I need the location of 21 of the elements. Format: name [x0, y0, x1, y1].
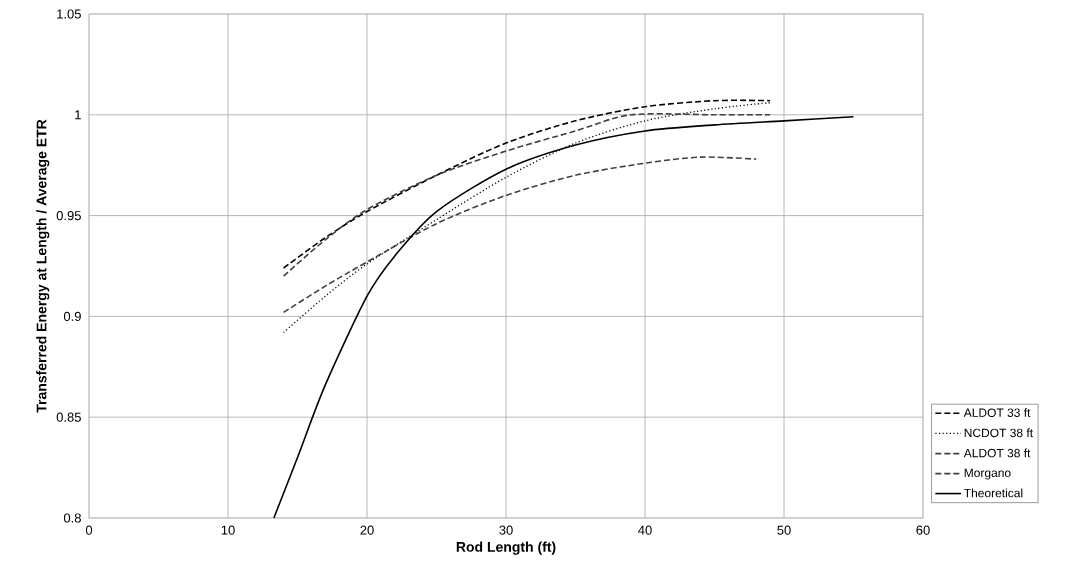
y-tick-label: 1.05 — [57, 9, 81, 19]
x-tick-label: 30 — [499, 525, 513, 535]
legend-label: NCDOT 38 ft — [964, 428, 1033, 438]
x-tick-label: 10 — [221, 525, 235, 535]
x-tick-label: 0 — [85, 525, 93, 535]
y-tick-label: 0.95 — [56, 210, 81, 221]
x-tick-label: 60 — [916, 525, 930, 535]
y-tick-label: 0.85 — [56, 412, 81, 422]
x-tick-label: 50 — [777, 525, 791, 535]
x-axis-title: Rod Length (ft) — [456, 541, 556, 555]
y-tick-label: 0.9 — [63, 311, 81, 321]
legend-label: ALDOT 38 ft — [963, 448, 1031, 458]
y-axis-title: Transferred Energy at Length / Average ETR — [36, 119, 50, 413]
legend-label: ALDOT 33 ft — [963, 408, 1031, 417]
x-tick-label: 40 — [638, 525, 652, 535]
legend-label: Morgano — [964, 468, 1011, 480]
legend-label: Theoretical — [964, 488, 1023, 498]
line-series — [282, 156, 757, 314]
y-tick-label: 0.8 — [63, 513, 81, 523]
y-tick-label: 1 — [75, 110, 81, 120]
x-tick-label: 20 — [360, 525, 374, 535]
